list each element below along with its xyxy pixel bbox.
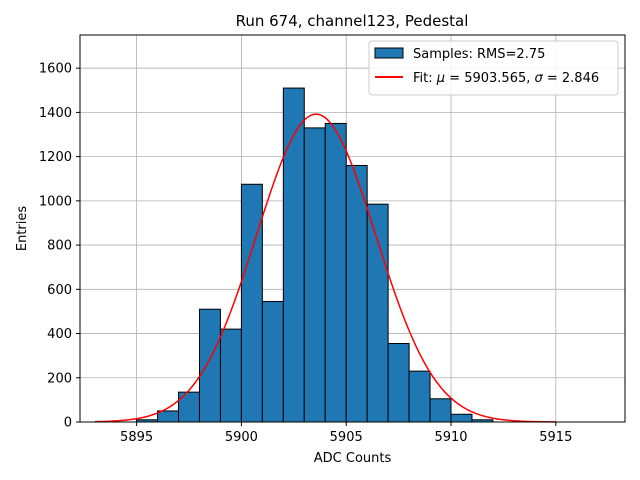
histogram-bar [408, 370, 431, 423]
x-axis-label: ADC Counts [314, 451, 392, 466]
histogram-bar [324, 122, 347, 423]
histogram-bar [178, 391, 200, 423]
histogram-bar [429, 398, 452, 423]
x-tick-label: 5910 [434, 430, 467, 445]
legend-box [368, 40, 619, 96]
x-tick-label: 5905 [330, 430, 363, 445]
y-axis-label: Entries [15, 206, 30, 252]
legend-fit-mu-symbol: μ [436, 71, 445, 86]
legend-fit-label: Fit: μ = 5903.565, σ = 2.846 [413, 71, 599, 86]
legend: Samples: RMS=2.75 Fit: μ = 5903.565, σ =… [368, 40, 619, 96]
x-tick-label: 5900 [225, 430, 258, 445]
histogram-bar [366, 203, 389, 423]
histogram-bar [240, 183, 263, 423]
axis-ticks: 5895 5900 5905 5910 5915 0 200 400 600 800 1000 120… [39, 62, 572, 445]
histogram-bar [345, 164, 368, 423]
histogram-bar [282, 87, 305, 423]
y-tick-label: 0 [64, 416, 72, 431]
x-tick-label: 5895 [120, 430, 153, 445]
fit-curve [94, 113, 556, 423]
chart-title: Run 674, channel123, Pedestal [236, 12, 469, 30]
y-tick-label: 1000 [39, 194, 72, 209]
legend-fit-prefix: Fit: [413, 71, 437, 86]
histogram-bar [219, 328, 242, 423]
y-tick-label: 1400 [39, 106, 72, 121]
legend-fit-sigma-text: = 2.846 [543, 71, 599, 86]
legend-fit-sigma-symbol: σ [535, 71, 544, 86]
y-tick-label: 800 [47, 239, 72, 254]
legend-fit-mu-text: = 5903.565, [445, 71, 534, 86]
y-tick-label: 1200 [39, 150, 72, 165]
y-tick-label: 400 [47, 327, 72, 342]
histogram-bar [198, 308, 221, 423]
x-tick-label: 5915 [539, 430, 572, 445]
histogram-bars [136, 87, 494, 423]
histogram-bar [387, 342, 410, 423]
y-tick-label: 600 [47, 283, 72, 298]
legend-histogram-swatch [374, 47, 404, 59]
y-tick-label: 200 [47, 371, 72, 386]
axes-frame [79, 34, 626, 423]
histogram-bar [450, 413, 473, 423]
histogram-bar [157, 410, 180, 423]
legend-histogram-label: Samples: RMS=2.75 [413, 47, 545, 62]
histogram-bar [261, 300, 284, 423]
histogram-bar [303, 127, 326, 423]
y-tick-label: 1600 [39, 62, 72, 77]
